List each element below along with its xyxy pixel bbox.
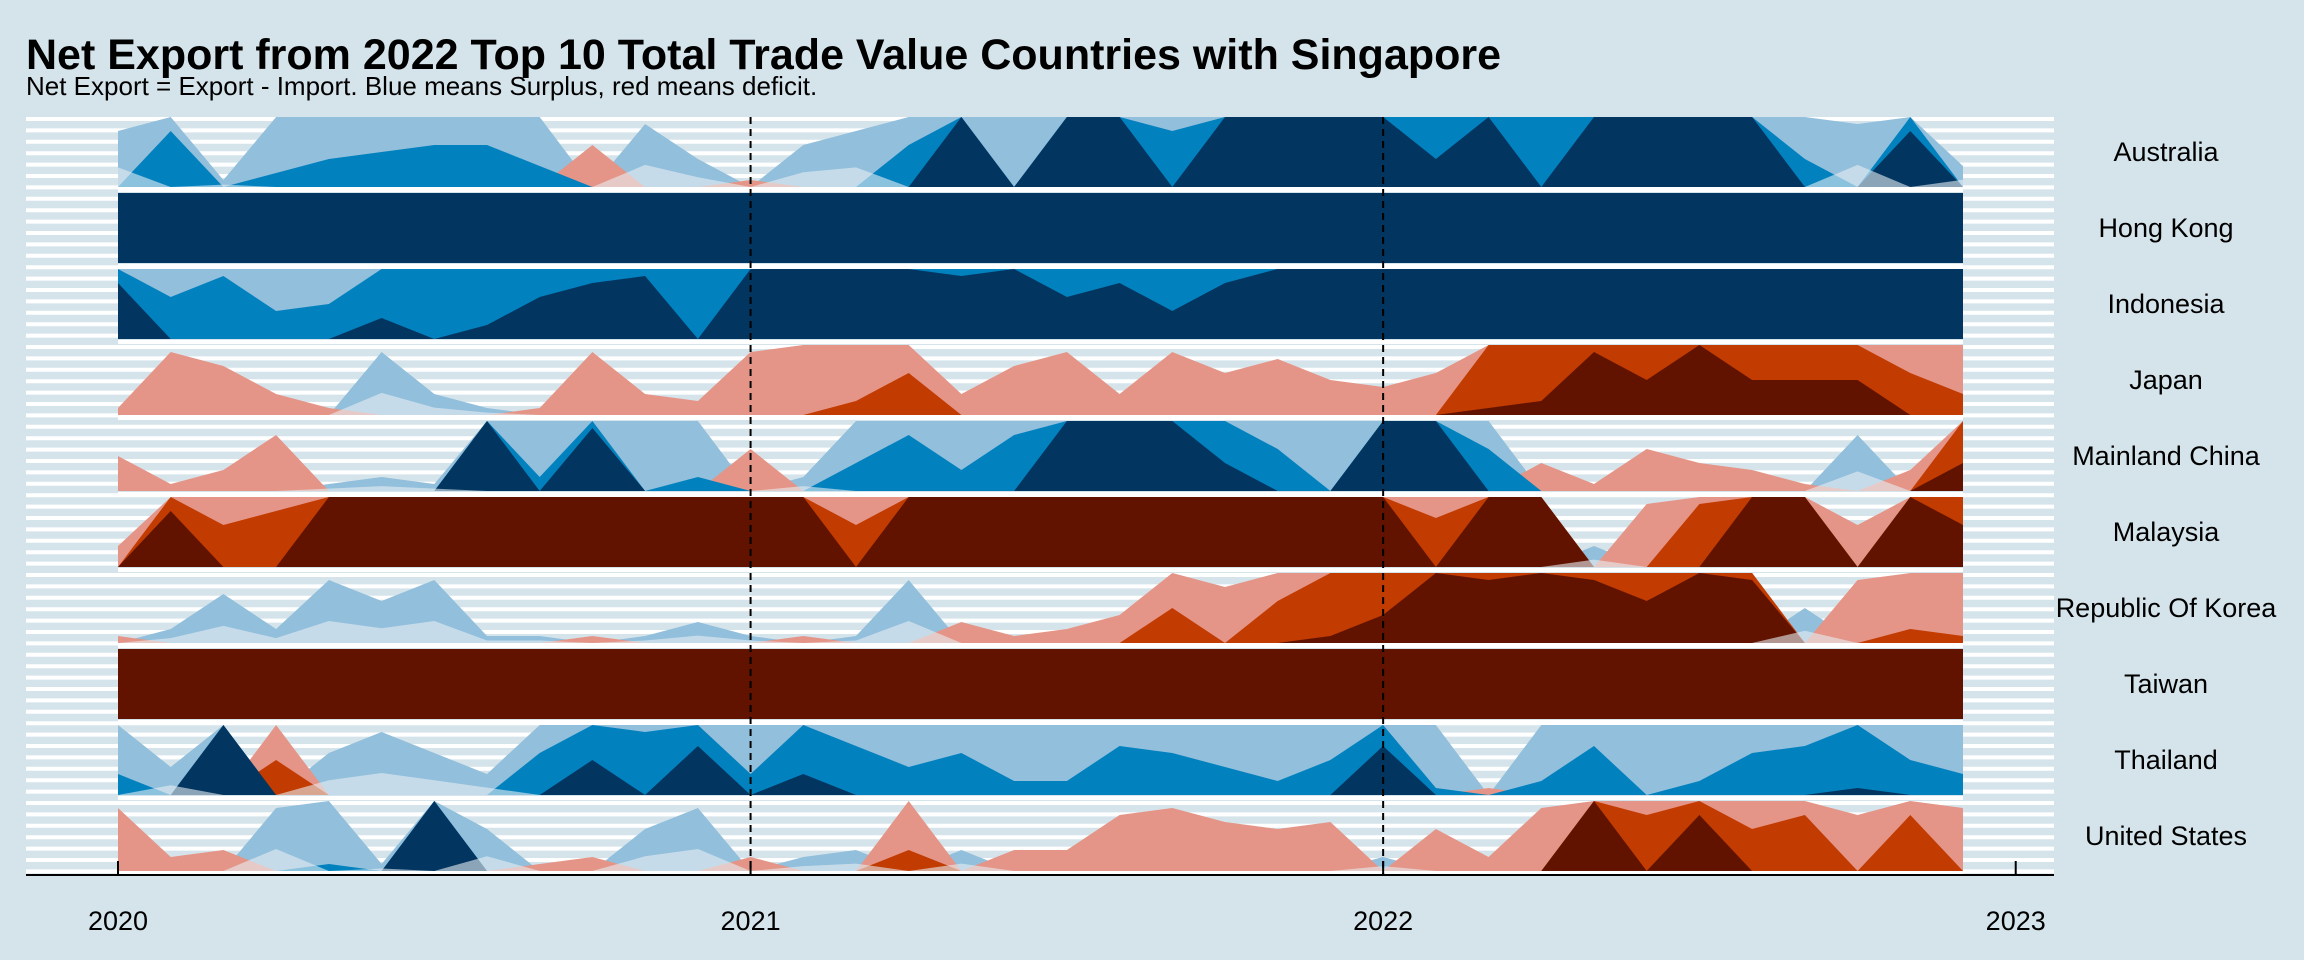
near-zero-positive-area [118, 559, 1963, 567]
negative-band-3 [118, 801, 1963, 871]
strip-label: Republic Of Korea [2056, 593, 2278, 623]
panel-japan [118, 345, 1963, 420]
x-tick-label: 2020 [88, 906, 148, 936]
strip-label: Australia [2113, 137, 2219, 167]
panel-taiwan [118, 649, 1963, 724]
positive-band-3 [118, 193, 1963, 263]
negative-band-3 [118, 345, 1963, 415]
negative-band-3 [118, 573, 1963, 643]
positive-band-1 [118, 546, 1963, 567]
panel-indonesia [118, 269, 1963, 344]
negative-band-3 [118, 497, 1963, 567]
x-tick-label: 2023 [1986, 906, 2046, 936]
panel-republic-of-korea [118, 573, 1963, 648]
x-axis: 2020 2021 2022 2023 [26, 861, 2054, 936]
near-zero-positive-area [118, 849, 1963, 871]
negative-band-1 [118, 801, 1963, 871]
panel-hong-kong [118, 193, 1963, 268]
panels [118, 117, 1963, 876]
strip-label: Japan [2129, 365, 2203, 395]
positive-band-3 [118, 421, 1963, 491]
panel-mainland-china [118, 421, 1963, 496]
strip-label: Thailand [2114, 745, 2218, 775]
chart-subtitle: Net Export = Export - Import. Blue means… [26, 71, 817, 101]
near-zero-positive-area [118, 773, 1963, 795]
positive-band-3 [118, 725, 1963, 795]
negative-band-3 [118, 649, 1963, 719]
strip-labels: Australia Hong Kong Indonesia Japan Mainland… [2056, 137, 2278, 851]
strip-label: Hong Kong [2098, 213, 2233, 243]
strip-label: Indonesia [2107, 289, 2225, 319]
positive-band-3 [118, 117, 1963, 187]
panel-australia [118, 117, 1963, 192]
reference-lines [749, 117, 1385, 875]
x-tick-label: 2021 [721, 906, 781, 936]
negative-band-2 [118, 345, 1963, 415]
strip-label: Malaysia [2113, 517, 2221, 547]
chart-title: Net Export from 2022 Top 10 Total Trade … [26, 31, 1501, 79]
strip-label: United States [2085, 821, 2247, 851]
x-tick-label: 2022 [1353, 906, 1413, 936]
panel-malaysia [118, 497, 1963, 572]
near-zero-positive-area [118, 621, 1963, 643]
panel-thailand [118, 725, 1963, 800]
positive-band-3 [118, 269, 1963, 339]
negative-band-1 [118, 421, 1963, 491]
strip-label: Taiwan [2124, 669, 2208, 699]
strip-label: Mainland China [2072, 441, 2261, 471]
negative-band-1 [118, 145, 1963, 187]
